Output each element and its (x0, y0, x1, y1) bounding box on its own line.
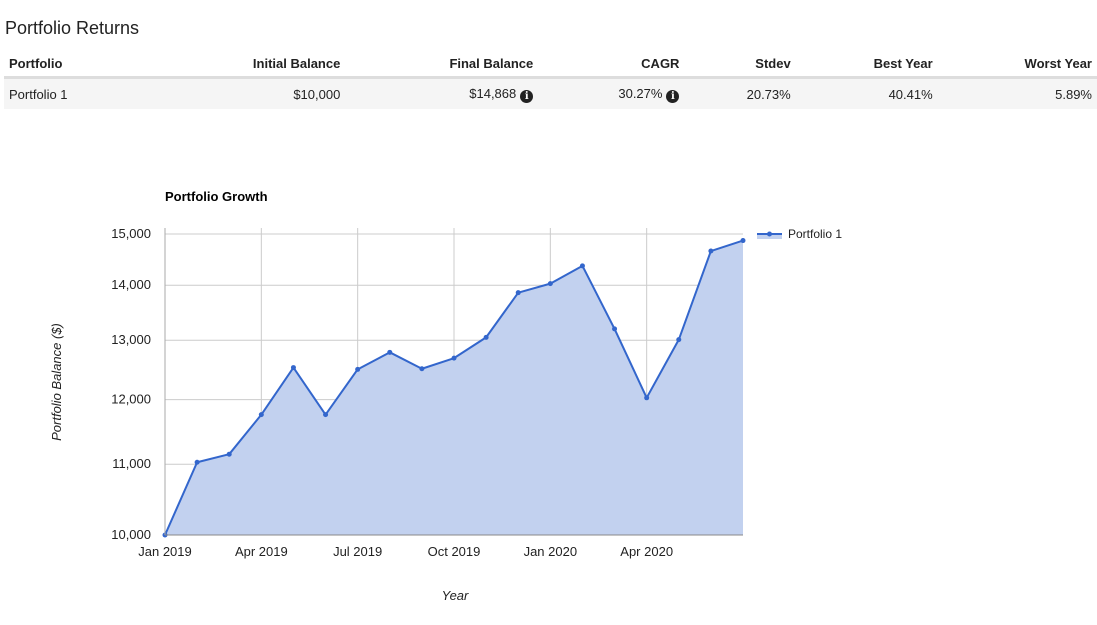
chart-legend[interactable]: Portfolio 1 (757, 227, 842, 241)
cell-final-balance: $14,868 i (345, 77, 539, 109)
x-tick-label: Jan 2020 (524, 544, 578, 559)
data-point[interactable] (258, 412, 264, 418)
x-tick-label: Jul 2019 (333, 544, 382, 559)
cell-worst-year: 5.89% (937, 77, 1097, 109)
header-stdev: Stdev (684, 50, 796, 79)
data-point[interactable] (323, 412, 329, 418)
y-tick-label: 12,000 (111, 392, 151, 407)
table-header-row: Portfolio Initial Balance Final Balance … (4, 50, 1097, 79)
data-point[interactable] (740, 238, 746, 244)
data-point[interactable] (708, 248, 714, 254)
info-circle-icon[interactable]: i (666, 89, 680, 103)
y-axis-label: Portfolio Balance ($) (49, 323, 64, 441)
legend-swatch-marker (767, 231, 772, 237)
chart-axes: 10,000 11,000 12,000 13,000 14,000 15,000 Jan … (111, 226, 743, 559)
header-cagr: CAGR (538, 50, 685, 79)
data-point[interactable] (676, 337, 682, 343)
header-worst-year: Worst Year (937, 50, 1097, 79)
header-initial-balance: Initial Balance (144, 50, 346, 79)
series-area-fill (165, 240, 743, 536)
data-point[interactable] (194, 459, 200, 465)
x-axis-label: Year (442, 588, 469, 603)
cell-portfolio: Portfolio 1 (4, 77, 145, 109)
header-portfolio: Portfolio (4, 50, 145, 79)
header-best-year: Best Year (795, 50, 938, 79)
data-point[interactable] (547, 281, 553, 287)
data-point[interactable] (387, 349, 393, 355)
data-point[interactable] (226, 451, 232, 457)
cell-best-year: 40.41% (795, 77, 938, 109)
y-tick-label: 11,000 (112, 456, 151, 471)
info-circle-icon[interactable]: i (520, 89, 534, 103)
data-point[interactable] (419, 366, 425, 372)
cell-initial-balance: $10,000 (144, 77, 346, 109)
cell-stdev: 20.73% (684, 77, 796, 109)
x-tick-label: Apr 2020 (620, 544, 673, 559)
portfolio-returns-table: Portfolio Initial Balance Final Balance … (4, 50, 1097, 109)
data-point[interactable] (290, 365, 296, 371)
final-balance-value: $14,868 (469, 85, 517, 101)
data-point[interactable] (483, 334, 489, 340)
cell-cagr: 30.27% i (538, 77, 685, 109)
data-point[interactable] (515, 290, 521, 296)
header-final-balance: Final Balance (345, 50, 539, 79)
data-point[interactable] (451, 355, 457, 361)
data-point[interactable] (355, 366, 361, 372)
data-point[interactable] (612, 326, 618, 332)
y-tick-label: 13,000 (111, 332, 151, 347)
cagr-value: 30.27% (618, 85, 663, 101)
y-tick-label: 14,000 (111, 277, 151, 292)
chart-title: Portfolio Growth (165, 189, 268, 204)
data-point[interactable] (644, 395, 650, 401)
y-tick-label: 10,000 (111, 527, 151, 542)
section-title: Portfolio Returns (5, 18, 140, 38)
x-tick-label: Jan 2019 (138, 544, 192, 559)
chart-points-layer (162, 238, 746, 538)
y-tick-label: 15,000 (111, 226, 151, 241)
table-row: Portfolio 1 $10,000 $14,868 i 30.27% i 20.… (4, 77, 1097, 109)
data-point[interactable] (579, 263, 585, 269)
x-tick-label: Oct 2019 (428, 544, 481, 559)
x-tick-label: Apr 2019 (235, 544, 288, 559)
legend-label: Portfolio 1 (788, 227, 842, 241)
